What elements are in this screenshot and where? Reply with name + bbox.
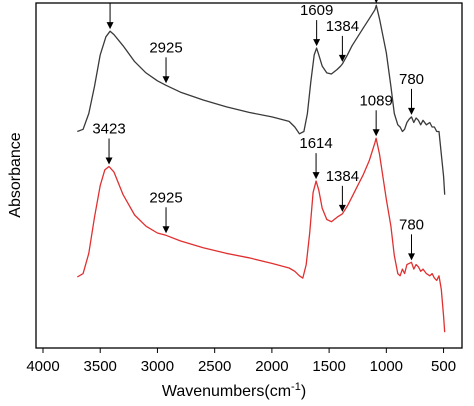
annotation-arrowhead-1088	[374, 0, 378, 4]
annotation-label-1384: 1384	[326, 168, 359, 185]
annotation-label-3414: 3414	[93, 0, 126, 2]
annotation-arrowhead-3423	[105, 157, 113, 165]
annotation-label-780: 780	[399, 71, 424, 88]
series-layer	[76, 4, 446, 333]
x-tick-label-500: 500	[431, 358, 456, 375]
annotation-arrowhead-1614	[312, 172, 320, 180]
annotation-arrowhead-2925	[162, 76, 170, 84]
series-line-2	[76, 137, 446, 333]
annotation-label-1384: 1384	[326, 18, 359, 35]
x-tick-label-3000: 3000	[141, 358, 174, 375]
annotation-arrowhead-1089	[372, 129, 380, 137]
annotation-arrowhead-1384	[338, 204, 346, 212]
annotation-label-780: 780	[399, 216, 424, 233]
x-tick-label-2000: 2000	[255, 358, 288, 375]
annotation-arrowhead-780	[408, 107, 416, 115]
x-axis: 4000 3500 3000 2500 2000 1500 1000 500	[26, 348, 456, 375]
x-tick-label-1000: 1000	[370, 358, 403, 375]
annotation-arrowhead-780	[408, 253, 416, 261]
x-tick-label-2500: 2500	[198, 358, 231, 375]
annotation-arrowhead-1609	[313, 39, 321, 47]
annotation-arrowhead-1384	[338, 54, 346, 62]
annotation-label-1614: 1614	[299, 135, 332, 152]
annotation-arrowhead-2925	[162, 226, 170, 234]
x-axis-label: Wavenumbers(cm-1)	[162, 381, 306, 400]
annotation-label-1089: 1089	[359, 92, 392, 109]
plot-frame	[35, 2, 463, 349]
x-axis-label-superscript: -1	[291, 381, 301, 393]
annotation-layer: 3414292516091384108878034232925161413841…	[92, 0, 424, 261]
annotation-label-3423: 3423	[92, 120, 125, 137]
x-tick-label-4000: 4000	[26, 358, 59, 375]
x-axis-label-close: )	[301, 383, 306, 400]
annotation-label-2925: 2925	[149, 39, 182, 56]
y-axis-label: Absorbance	[7, 132, 24, 217]
x-tick-label-1500: 1500	[312, 358, 345, 375]
annotation-label-2925: 2925	[149, 189, 182, 206]
annotation-label-1609: 1609	[300, 2, 333, 19]
annotation-arrowhead-3414	[106, 22, 114, 30]
series-line-1	[77, 4, 446, 195]
x-tick-label-3500: 3500	[84, 358, 117, 375]
